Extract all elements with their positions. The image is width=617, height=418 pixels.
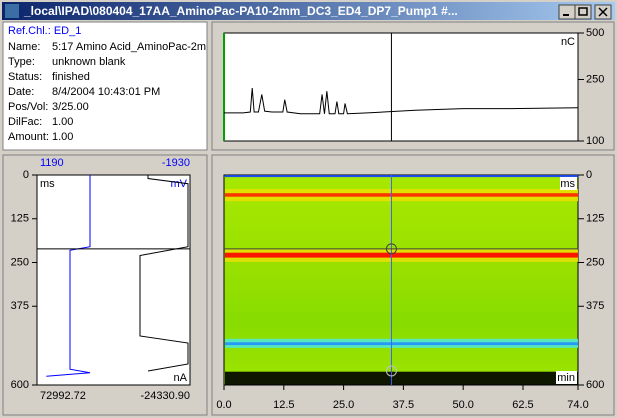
y-tick-label: 375 [586, 300, 604, 312]
x-unit: min [557, 372, 575, 384]
maximize-button[interactable] [574, 4, 592, 20]
y-tick-label: 375 [11, 300, 29, 312]
y-tick-label: 0 [23, 169, 29, 181]
y-tick-label: 125 [586, 213, 604, 225]
x-tick-label: 12.5 [273, 399, 294, 411]
field-label: Date: [8, 86, 34, 98]
y-tick-label: 100 [586, 135, 604, 147]
cursor-point [385, 243, 397, 255]
y-tick-label: 600 [11, 379, 29, 391]
ref-channel: Ref.Chl.: ED_1 [8, 25, 81, 37]
heatmap-band [225, 175, 578, 178]
x-tick-label: -24330.90 [140, 390, 190, 402]
field-value: 1.00 [52, 131, 73, 143]
field-label: Name: [8, 41, 40, 53]
close-icon [598, 7, 608, 17]
y-tick-label: 250 [586, 73, 604, 85]
heatmap-plot [223, 174, 579, 386]
x-tick-label: -1930 [162, 157, 190, 169]
field-value: 8/4/2004 10:43:01 PM [52, 86, 160, 98]
field-label: Type: [8, 56, 35, 68]
y-tick-label: 600 [586, 379, 604, 391]
field-label: Status: [8, 71, 42, 83]
heatmap-band [225, 371, 578, 385]
info-text: Ref.Chl.: ED_1 Name: 5:17 Amino Acid_Amin… [8, 25, 206, 143]
profile-plot [36, 174, 191, 386]
unit-box [556, 371, 577, 384]
x-tick-label: 25.0 [333, 399, 354, 411]
y-tick-label: 250 [11, 256, 29, 268]
field-value: unknown blank [52, 56, 126, 68]
title-bar [2, 2, 615, 20]
chromatogram-trace [224, 88, 579, 115]
x-tick-label: 62.5 [512, 399, 533, 411]
x-tick-label: 1190 [40, 157, 64, 169]
y-tick-label: 0 [586, 169, 592, 181]
profile-trace [139, 175, 189, 372]
field-label: Amount: [8, 131, 49, 143]
window-title: _local\IPAD\080404_17AA_AminoPac-PA10-2m… [23, 4, 458, 18]
field-label: Pos/Vol: [8, 101, 48, 113]
window-buttons[interactable] [558, 4, 612, 20]
profile-trace [46, 175, 91, 377]
y-unit: nC [561, 36, 575, 48]
y-unit: ms [40, 178, 55, 190]
heatmap-band [225, 193, 578, 197]
field-value: finished [52, 71, 90, 83]
x-unit: nA [174, 372, 188, 384]
x-tick-label: 72992.72 [40, 390, 86, 402]
x-unit: mV [171, 178, 188, 190]
y-tick-label: 125 [11, 213, 29, 225]
field-label: DilFac: [8, 116, 42, 128]
y-unit: ms [560, 178, 575, 190]
maximize-icon [578, 7, 588, 16]
field-value: 5:17 Amino Acid_AminoPac-2m [52, 41, 206, 53]
minimize-button[interactable] [558, 4, 576, 20]
info-panel [2, 21, 208, 151]
x-tick-label: 0.0 [216, 399, 231, 411]
cursor-point [385, 365, 397, 377]
heatmap-band [225, 252, 578, 258]
field-value: 3/25.00 [52, 101, 89, 113]
x-tick-label: 50.0 [452, 399, 473, 411]
y-tick-label: 250 [586, 256, 604, 268]
x-tick-label: 37.5 [393, 399, 414, 411]
app-icon [5, 4, 19, 18]
x-tick-label: 74.0 [567, 399, 588, 411]
y-tick-label: 500 [586, 27, 604, 39]
field-value: 1.00 [52, 116, 73, 128]
chromatogram-plot [223, 32, 579, 142]
unit-box [560, 177, 577, 190]
heatmap-band [225, 342, 578, 346]
